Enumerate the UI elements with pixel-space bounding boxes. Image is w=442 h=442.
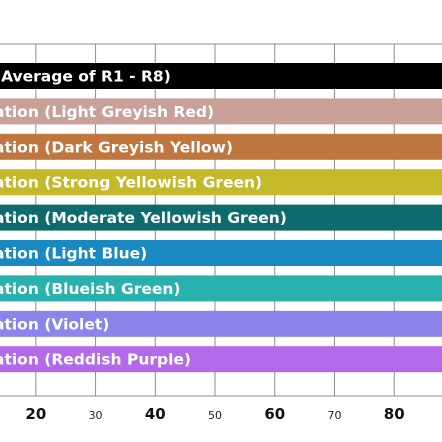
bar-labels: (Average of R1 - R8) ation (Light Greyish… (0, 68, 287, 369)
x-axis-tick-labels: 20 30 40 50 60 70 80 (25, 405, 404, 423)
bar-6 (0, 275, 442, 302)
bar-label-7: ation (Violet) (0, 315, 109, 333)
bar-label-0: (Average of R1 - R8) (0, 68, 171, 86)
bar-label-8: ation (Reddish Purple) (0, 351, 191, 369)
bar-label-3: ation (Strong Yellowish Green) (0, 174, 262, 192)
bar-label-2: ation (Dark Greyish Yellow) (0, 138, 233, 156)
bar-1 (0, 98, 442, 125)
bar-label-5: ation (Light Blue) (0, 245, 147, 263)
bar-label-4: ation (Moderate Yellowish Green) (0, 209, 287, 227)
bar-label-1: ation (Light Greyish Red) (0, 103, 214, 121)
bar-5 (0, 240, 442, 266)
bar-label-6: ation (Blueish Green) (0, 280, 181, 298)
bar-8 (0, 346, 442, 373)
tick-label-70: 70 (327, 409, 341, 422)
bars (0, 63, 442, 373)
tick-label-60: 60 (264, 405, 285, 423)
tick-label-30: 30 (89, 409, 103, 422)
bar-2 (0, 133, 442, 160)
tick-label-40: 40 (145, 405, 166, 423)
bar-0 (0, 63, 442, 89)
bar-3 (0, 169, 442, 196)
bar-4 (0, 204, 442, 231)
axes (0, 43, 442, 397)
tick-label-50: 50 (208, 409, 222, 422)
tick-label-80: 80 (384, 405, 405, 423)
tick-label-20: 20 (25, 405, 46, 423)
bar-7 (0, 310, 442, 337)
